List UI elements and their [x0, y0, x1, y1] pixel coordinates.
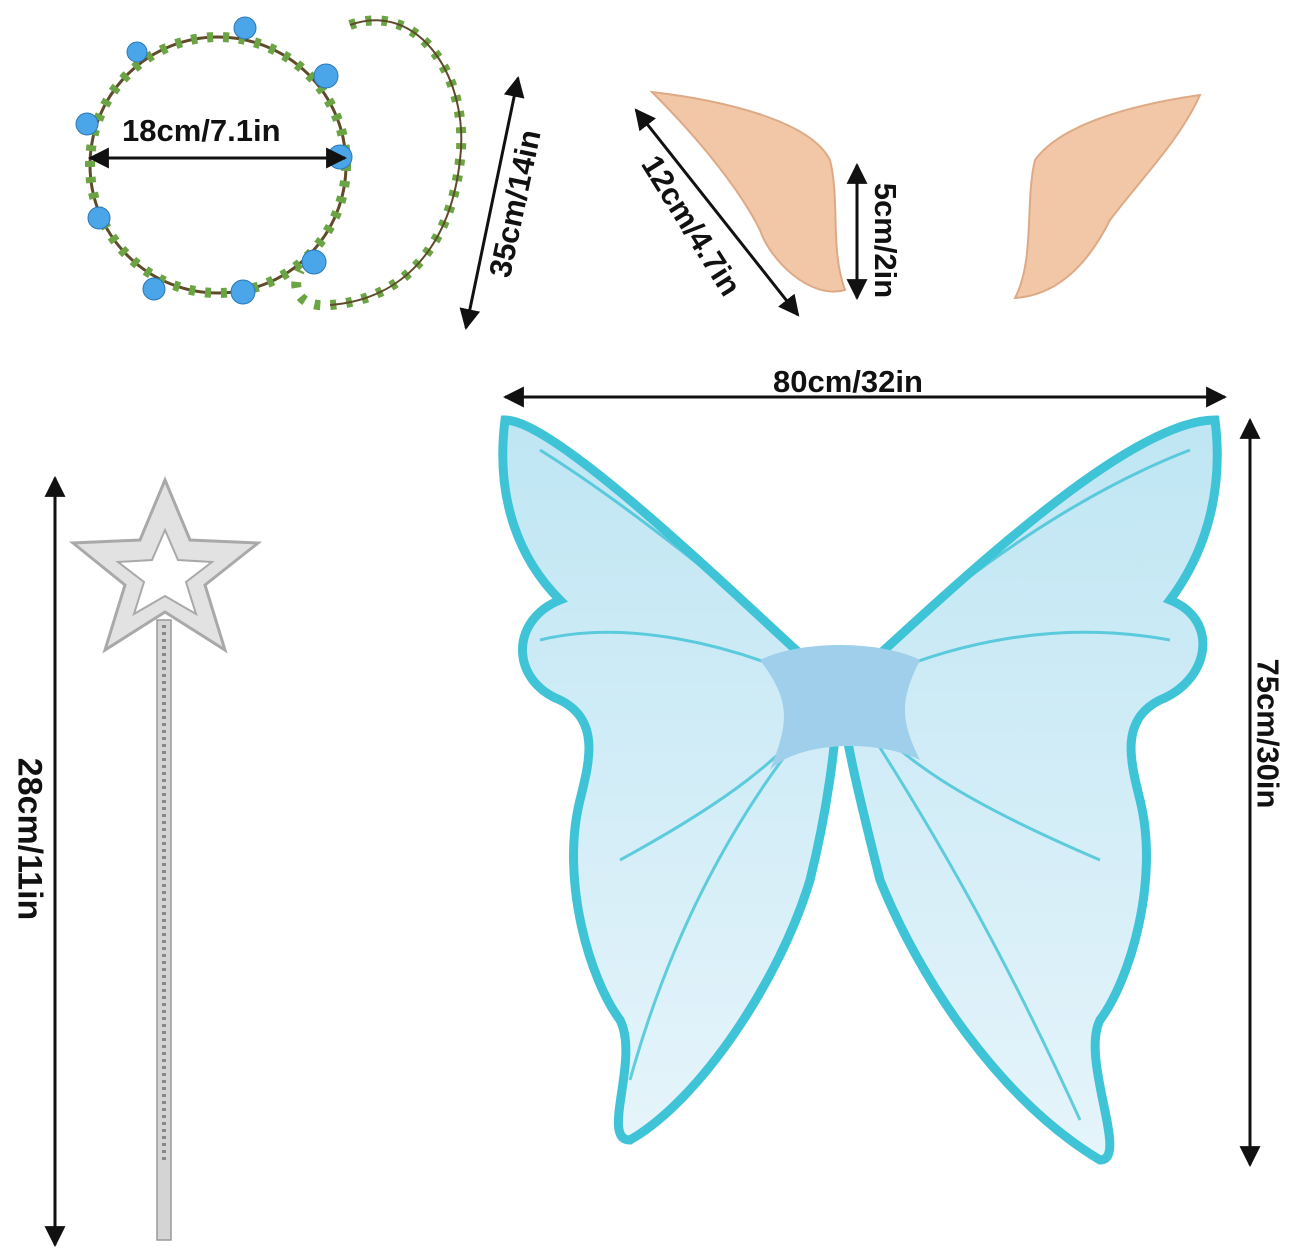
wreath-length-arrow [459, 75, 525, 331]
wreath-diameter-label: 18cm/7.1in [122, 113, 281, 148]
flower-wreath [75, 15, 467, 311]
wing-height-label: 75cm/30in [1250, 658, 1286, 809]
wing-width-label: 80cm/32in [773, 364, 923, 399]
wand-length-label: 28cm/11in [10, 757, 49, 921]
butterfly-wings [498, 415, 1222, 1165]
star-wand [68, 476, 263, 1241]
ear-height-label: 5cm/2in [868, 182, 904, 299]
ear-length-arrow [634, 108, 800, 317]
